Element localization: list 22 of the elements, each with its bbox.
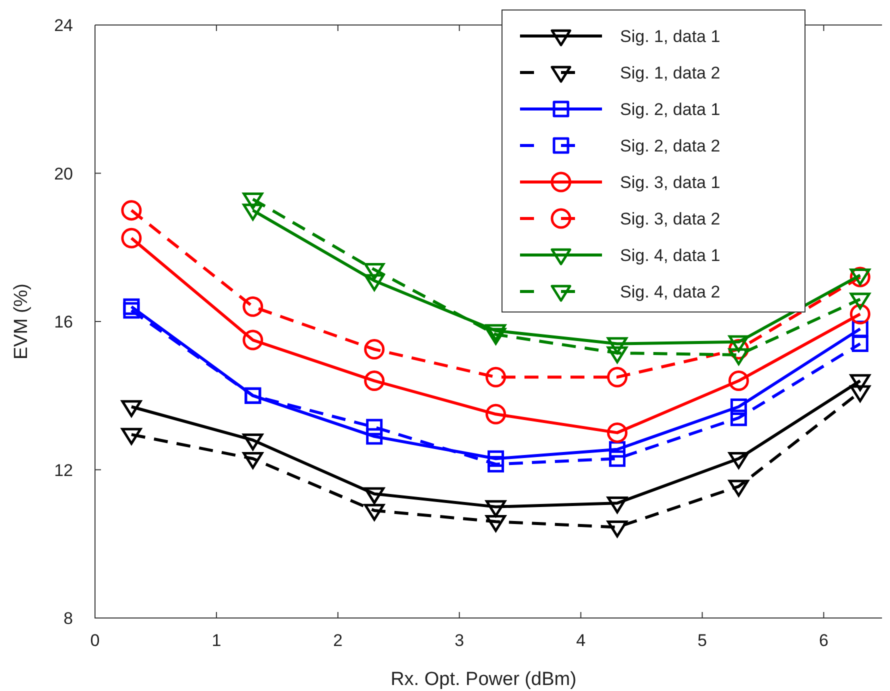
x-tick-label: 0 [90,631,100,650]
y-axis-title: EVM (%) [11,284,32,360]
legend-label: Sig. 1, data 1 [620,27,720,46]
legend-label: Sig. 3, data 1 [620,173,720,192]
x-tick-label: 3 [454,631,464,650]
legend-label: Sig. 1, data 2 [620,64,720,82]
y-tick-label: 20 [54,164,73,184]
legend-label: Sig. 3, data 2 [620,210,720,228]
legend-label: Sig. 2, data 2 [620,136,720,156]
x-axis-title: Rx. Opt. Power (dBm) [390,669,576,690]
x-tick-label: 5 [698,631,707,650]
x-tick-label: 4 [576,631,586,650]
x-tick-label: 6 [818,631,828,650]
legend-label: Sig. 4, data 1 [620,246,720,265]
x-tick-label: 1 [212,631,222,650]
y-tick-label: 12 [54,460,73,480]
y-tick-label: 8 [64,609,73,628]
y-tick-label: 24 [54,16,73,35]
legend-label: Sig. 2, data 1 [620,100,720,119]
legend-label: Sig. 4, data 2 [620,282,720,302]
y-tick-label: 16 [54,312,73,332]
x-tick-label: 2 [333,631,343,650]
